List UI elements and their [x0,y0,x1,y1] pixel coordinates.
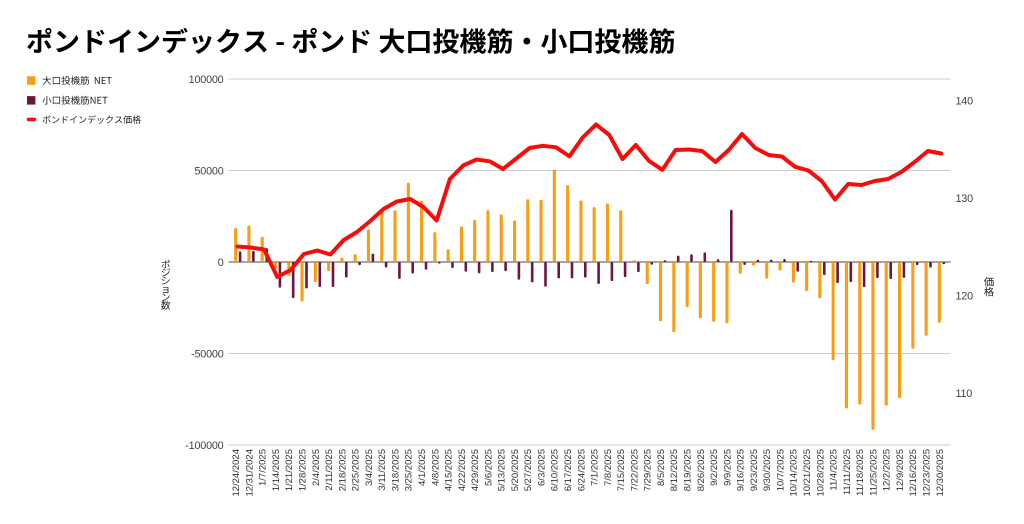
svg-text:7/22/2025: 7/22/2025 [629,449,640,491]
svg-text:6/24/2025: 6/24/2025 [576,449,587,491]
svg-text:1/21/2025: 1/21/2025 [284,449,295,491]
svg-text:1/14/2025: 1/14/2025 [271,449,282,491]
svg-text:3/4/2025: 3/4/2025 [364,449,375,486]
svg-text:-100000: -100000 [185,440,223,452]
svg-text:12/9/2025: 12/9/2025 [895,449,906,491]
svg-text:10/14/2025: 10/14/2025 [789,449,800,497]
svg-text:8/12/2025: 8/12/2025 [669,449,680,491]
svg-text:4/8/2025: 4/8/2025 [430,449,441,486]
svg-text:5/27/2025: 5/27/2025 [523,449,534,491]
svg-text:2/18/2025: 2/18/2025 [337,449,348,491]
svg-text:11/25/2025: 11/25/2025 [868,449,879,496]
svg-text:10/7/2025: 10/7/2025 [776,449,787,491]
svg-text:-50000: -50000 [191,348,224,360]
svg-text:5/6/2025: 5/6/2025 [483,449,494,486]
svg-text:7/15/2025: 7/15/2025 [616,449,627,491]
svg-text:12/31/2024: 12/31/2024 [244,449,255,497]
svg-text:3/18/2025: 3/18/2025 [390,449,401,491]
svg-text:6/17/2025: 6/17/2025 [563,449,574,491]
svg-text:4/15/2025: 4/15/2025 [444,449,455,491]
svg-text:9/16/2025: 9/16/2025 [736,449,747,491]
svg-text:8/19/2025: 8/19/2025 [683,449,694,491]
svg-text:4/29/2025: 4/29/2025 [470,449,481,491]
svg-text:10/21/2025: 10/21/2025 [802,449,813,497]
svg-text:9/2/2025: 9/2/2025 [709,449,720,486]
svg-text:3/25/2025: 3/25/2025 [404,449,415,491]
svg-text:7/1/2025: 7/1/2025 [590,449,601,486]
svg-text:12/16/2025: 12/16/2025 [908,449,919,497]
svg-text:4/1/2025: 4/1/2025 [417,449,428,486]
svg-text:2/25/2025: 2/25/2025 [351,449,362,491]
svg-text:7/8/2025: 7/8/2025 [603,449,614,486]
svg-text:12/30/2025: 12/30/2025 [935,449,946,497]
svg-text:5/20/2025: 5/20/2025 [510,449,521,491]
svg-text:8/5/2025: 8/5/2025 [656,449,667,486]
svg-text:12/2/2025: 12/2/2025 [882,449,893,491]
svg-text:9/30/2025: 9/30/2025 [762,449,773,491]
svg-text:3/11/2025: 3/11/2025 [377,449,388,491]
svg-text:12/23/2025: 12/23/2025 [922,449,933,497]
svg-text:50000: 50000 [194,165,223,177]
svg-text:6/3/2025: 6/3/2025 [537,449,548,486]
svg-text:120: 120 [956,290,974,302]
svg-text:1/7/2025: 1/7/2025 [258,449,269,486]
svg-text:2/4/2025: 2/4/2025 [311,449,322,486]
svg-text:110: 110 [956,388,973,400]
svg-text:7/29/2025: 7/29/2025 [643,449,654,491]
svg-text:0: 0 [218,257,224,269]
svg-text:12/24/2024: 12/24/2024 [231,449,242,497]
svg-text:11/18/2025: 11/18/2025 [855,449,866,496]
svg-text:9/9/2025: 9/9/2025 [722,449,733,486]
svg-text:9/23/2025: 9/23/2025 [749,449,760,491]
svg-text:5/13/2025: 5/13/2025 [497,449,508,491]
svg-text:6/10/2025: 6/10/2025 [550,449,561,491]
svg-text:100000: 100000 [189,74,224,86]
svg-text:11/4/2025: 11/4/2025 [829,449,840,491]
svg-text:2/11/2025: 2/11/2025 [324,449,335,491]
svg-text:10/28/2025: 10/28/2025 [815,449,826,497]
svg-text:8/26/2025: 8/26/2025 [696,449,707,491]
svg-text:140: 140 [956,96,974,108]
svg-text:4/22/2025: 4/22/2025 [457,449,468,491]
svg-text:1/28/2025: 1/28/2025 [298,449,309,491]
svg-text:11/11/2025: 11/11/2025 [842,449,853,495]
svg-text:130: 130 [956,193,974,205]
